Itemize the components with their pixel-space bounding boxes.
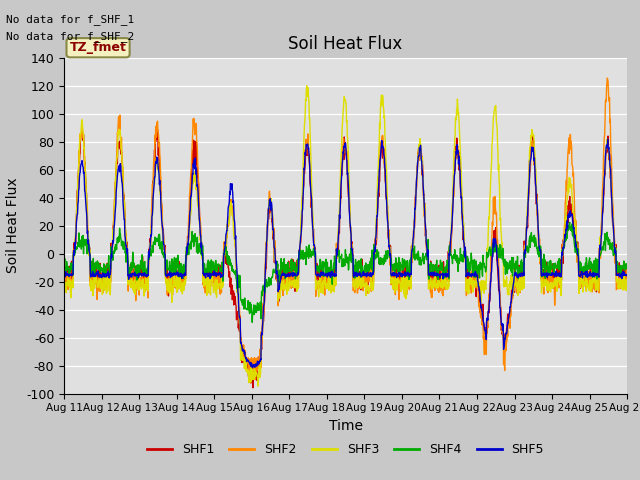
SHF4 [127,268,134,274]
SHF2 [381,160,388,166]
Line: SHF2: SHF2 [64,78,627,383]
SHF3 [303,83,310,88]
Line: SHF3: SHF3 [64,85,627,386]
SHF3 [300,153,307,159]
SHF1 [152,126,160,132]
SHF1 [249,385,257,391]
SHF1 [127,262,134,267]
SHF1 [104,267,111,273]
SHF2 [104,281,111,287]
SHF2 [127,277,134,283]
SHF1 [312,251,319,256]
Line: SHF5: SHF5 [64,139,627,368]
SHF3 [254,383,262,389]
SHF2 [311,249,319,255]
SHF5 [604,136,611,142]
SHF3 [104,288,111,294]
SHF4 [623,261,631,267]
Line: SHF1: SHF1 [64,129,627,388]
SHF5 [311,249,319,255]
SHF1 [60,269,68,275]
SHF4 [321,264,329,269]
SHF4 [381,255,388,261]
SHF4 [104,264,111,270]
Y-axis label: Soil Heat Flux: Soil Heat Flux [6,178,20,274]
Title: Soil Heat Flux: Soil Heat Flux [289,35,403,53]
SHF3 [322,285,330,291]
SHF2 [60,282,68,288]
SHF5 [127,273,134,279]
Legend: SHF1, SHF2, SHF3, SHF4, SHF5: SHF1, SHF2, SHF3, SHF4, SHF5 [142,438,549,461]
X-axis label: Time: Time [328,419,363,433]
SHF5 [623,273,631,278]
SHF2 [321,273,329,279]
SHF1 [623,282,631,288]
SHF3 [381,138,389,144]
SHF4 [248,320,256,325]
SHF1 [381,178,389,184]
SHF4 [60,268,68,274]
SHF5 [381,165,388,170]
SHF5 [104,270,111,276]
SHF2 [300,186,307,192]
SHF5 [60,272,68,278]
Text: No data for f_SHF_1: No data for f_SHF_1 [6,14,134,25]
SHF3 [127,277,134,283]
SHF2 [604,75,611,81]
SHF5 [300,189,307,194]
SHF5 [249,365,257,371]
SHF3 [623,276,631,282]
Text: No data for f_SHF_2: No data for f_SHF_2 [6,31,134,42]
SHF3 [312,248,319,254]
SHF4 [300,256,307,262]
SHF1 [300,182,308,188]
SHF2 [246,380,254,386]
SHF4 [566,219,573,225]
SHF1 [322,273,330,279]
SHF2 [623,283,631,289]
SHF3 [60,278,68,284]
SHF5 [321,273,329,279]
Line: SHF4: SHF4 [64,222,627,323]
SHF4 [311,253,319,259]
Text: TZ_fmet: TZ_fmet [70,41,127,54]
